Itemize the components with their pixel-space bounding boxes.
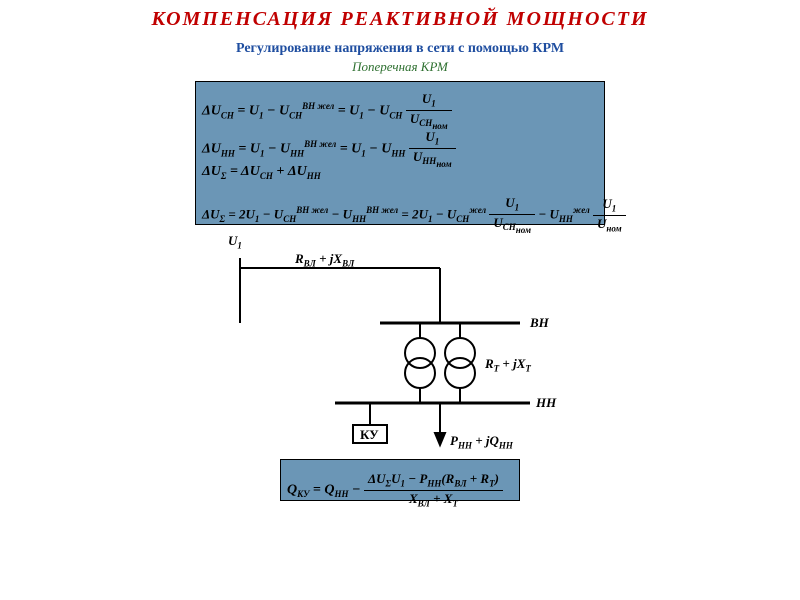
lbl-bh: ВН (530, 315, 549, 331)
equation-box-2: QКУ = QНН − ΔUΣU1 − PНН(RВЛ + RТ) XВЛ + … (280, 459, 520, 501)
page-title: КОМПЕНСАЦИЯ РЕАКТИВНОЙ МОЩНОСТИ (0, 0, 800, 31)
eq-line-1: ΔUСН = U1 − UСНВН жел = U1 − UСН U1UСНно… (196, 82, 604, 120)
lbl-rt: RТ + jXТ (485, 356, 531, 374)
lbl-hh: НН (536, 395, 556, 411)
subtitle-1: Регулирование напряжения в сети с помощь… (0, 41, 800, 57)
eq-line-2: ΔUНН = U1 − UННВН жел = U1 − UНН U1UННно… (196, 120, 604, 158)
lbl-rvl: RВЛ + jXВЛ (295, 251, 354, 269)
lbl-ku: КУ (360, 427, 379, 443)
circuit-svg (210, 233, 590, 453)
lbl-load: PНН + jQНН (450, 433, 513, 451)
eq-line-3: ΔUΣ = ΔUСН + ΔUНН (196, 158, 604, 186)
circuit-diagram: U1 RВЛ + jXВЛ ВН RТ + jXТ НН КУ PНН + jQ… (210, 233, 590, 453)
lbl-u1: U1 (228, 233, 242, 251)
subtitle-2: Поперечная КРМ (0, 59, 800, 75)
eq-line-4: ΔUΣ = 2U1 − UСНВН жел − UННВН жел = 2U1 … (196, 186, 604, 224)
equation-box-1: ΔUСН = U1 − UСНВН жел = U1 − UСН U1UСНно… (195, 81, 605, 225)
